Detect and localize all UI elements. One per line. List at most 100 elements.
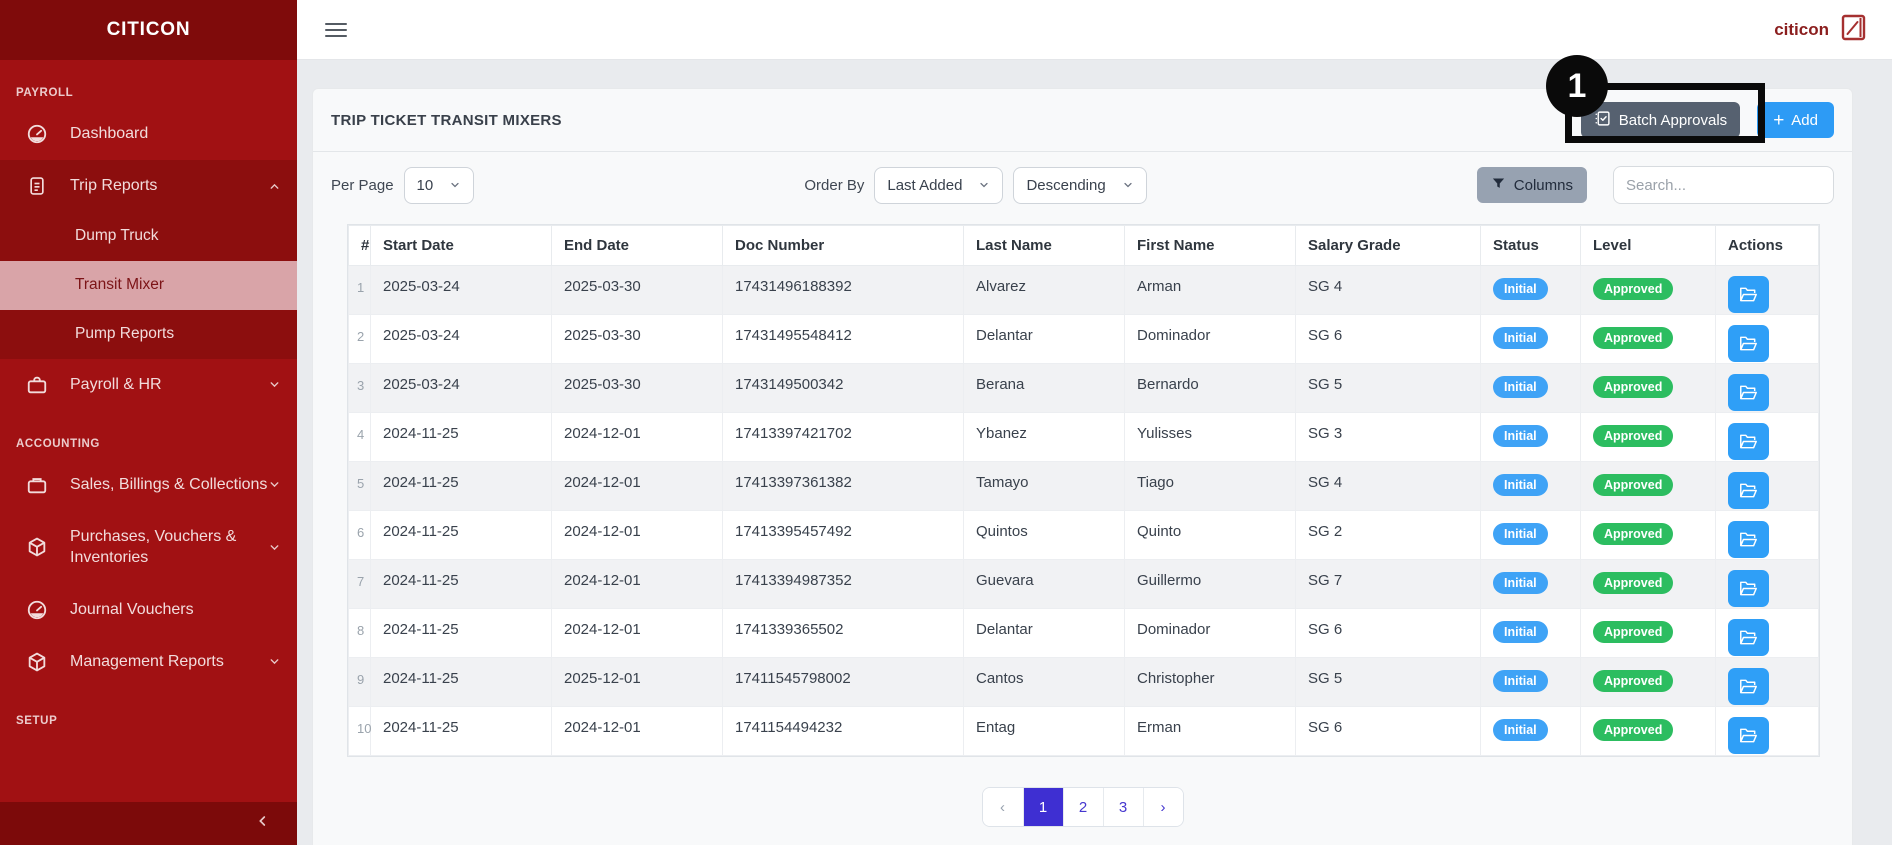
sidebar-item-dashboard[interactable]: Dashboard: [0, 108, 297, 160]
cube-icon: [26, 651, 48, 673]
checklist-icon: [1594, 110, 1611, 131]
chevron-left-icon: ‹: [1000, 798, 1005, 816]
cell-first-name: Erman: [1124, 706, 1296, 756]
chevron-down-icon: [449, 179, 461, 191]
card-header: TRIP TICKET TRANSIT MIXERS Batch Approva…: [313, 89, 1852, 152]
sidebar-item-dump-truck[interactable]: Dump Truck: [75, 227, 159, 244]
sidebar-item-journal-vouchers[interactable]: Journal Vouchers: [0, 584, 297, 636]
order-by-select[interactable]: Last Added: [874, 166, 1004, 204]
folder-open-icon: [1740, 728, 1757, 743]
open-record-button[interactable]: [1728, 570, 1769, 607]
cell-start-date: 2024-11-25: [370, 657, 552, 707]
header-actions: Batch Approvals + Add: [1580, 102, 1834, 138]
cell-end-date: 2025-03-30: [551, 265, 723, 315]
batch-approvals-button[interactable]: Batch Approvals: [1580, 102, 1741, 138]
content-area: TRIP TICKET TRANSIT MIXERS Batch Approva…: [297, 60, 1892, 845]
status-badge: Initial: [1493, 327, 1548, 349]
open-record-button[interactable]: [1728, 619, 1769, 656]
columns-button[interactable]: Columns: [1476, 167, 1587, 203]
cube-icon: [26, 536, 48, 558]
sidebar-item-management-reports[interactable]: Management Reports: [0, 636, 297, 688]
open-record-button[interactable]: [1728, 276, 1769, 313]
column-header: Actions: [1715, 225, 1819, 266]
cell-end-date: 2024-12-01: [551, 412, 723, 462]
folder-open-icon: [1740, 385, 1757, 400]
cell-doc-number: 1741154494232: [722, 706, 964, 756]
column-header: Doc Number: [722, 225, 964, 266]
cell-salary-grade: SG 7: [1295, 559, 1481, 609]
open-record-button[interactable]: [1728, 521, 1769, 558]
cell-end-date: 2025-03-30: [551, 363, 723, 413]
menu-toggle-button[interactable]: [325, 19, 347, 41]
cell-last-name: Cantos: [963, 657, 1125, 707]
cell-start-date: 2024-11-25: [370, 461, 552, 511]
folder-open-icon: [1740, 679, 1757, 694]
app-logo: CITICON: [0, 0, 297, 60]
pagination-page-3[interactable]: 3: [1102, 788, 1143, 826]
folder-open-icon: [1740, 581, 1757, 596]
annotation-step-badge: 1: [1546, 55, 1608, 117]
sidebar-collapse-button[interactable]: [0, 802, 297, 845]
cell-start-date: 2024-11-25: [370, 706, 552, 756]
pagination-prev-button[interactable]: ‹: [982, 788, 1023, 826]
open-record-button[interactable]: [1728, 472, 1769, 509]
sidebar-item-sales-billings[interactable]: Sales, Billings & Collections: [0, 459, 297, 511]
pagination-page-2[interactable]: 2: [1062, 788, 1103, 826]
cell-last-name: Tamayo: [963, 461, 1125, 511]
sidebar-item-payroll-hr[interactable]: Payroll & HR: [0, 359, 297, 411]
cell-first-name: Dominador: [1124, 314, 1296, 364]
cell-salary-grade: SG 6: [1295, 608, 1481, 658]
open-record-button[interactable]: [1728, 325, 1769, 362]
sidebar-item-purchases-vouchers[interactable]: Purchases, Vouchers & Inventories: [0, 511, 297, 584]
cell-first-name: Dominador: [1124, 608, 1296, 658]
table-row: 4 2024-11-25 2024-12-01 17413397421702 Ybane…: [348, 412, 1819, 462]
sidebar-item-label: Dashboard: [70, 125, 149, 143]
open-record-button[interactable]: [1728, 717, 1769, 754]
topbar: citicon: [297, 0, 1892, 60]
folder-open-icon: [1740, 630, 1757, 645]
level-badge: Approved: [1593, 719, 1674, 741]
cell-first-name: Christopher: [1124, 657, 1296, 707]
level-badge: Approved: [1593, 621, 1674, 643]
folder-open-icon: [1740, 287, 1757, 302]
row-number: 4: [348, 412, 371, 462]
sidebar-item-trip-reports[interactable]: Trip Reports: [0, 160, 297, 212]
per-page-group: Per Page 10: [331, 166, 475, 204]
cell-first-name: Arman: [1124, 265, 1296, 315]
user-menu[interactable]: citicon: [1774, 14, 1868, 46]
pagination-page-1[interactable]: 1: [1022, 788, 1063, 826]
table-row: 10 2024-11-25 2024-12-01 1741154494232 Entag…: [348, 706, 1819, 756]
status-badge: Initial: [1493, 719, 1548, 741]
pagination-next-button[interactable]: ›: [1142, 788, 1183, 826]
column-header: Start Date: [370, 225, 552, 266]
direction-select[interactable]: Descending: [1013, 166, 1147, 204]
cell-start-date: 2024-11-25: [370, 412, 552, 462]
row-number: 9: [348, 657, 371, 707]
cell-first-name: Quinto: [1124, 510, 1296, 560]
per-page-select[interactable]: 10: [403, 166, 475, 204]
batch-approvals-label: Batch Approvals: [1618, 111, 1728, 129]
main-area: citicon TRIP TICKET TRANSIT MIXERS Batch: [297, 0, 1892, 845]
filter-row: Per Page 10 Order By Last Added: [313, 152, 1852, 216]
company-logo-icon: [1841, 14, 1868, 46]
gauge-icon: [26, 599, 48, 621]
open-record-button[interactable]: [1728, 374, 1769, 411]
add-button[interactable]: + Add: [1757, 102, 1834, 138]
sidebar-item-transit-mixer[interactable]: Transit Mixer: [0, 260, 297, 310]
sidebar-item-pump-reports[interactable]: Pump Reports: [75, 324, 175, 342]
cell-end-date: 2024-12-01: [551, 510, 723, 560]
search-input[interactable]: [1612, 166, 1834, 204]
level-badge: Approved: [1593, 474, 1674, 496]
open-record-button[interactable]: [1728, 423, 1769, 460]
sidebar-item-label: Journal Vouchers: [70, 601, 194, 619]
level-badge: Approved: [1593, 278, 1674, 300]
cell-last-name: Guevara: [963, 559, 1125, 609]
row-number: 1: [348, 265, 371, 315]
chevron-right-icon: ›: [1160, 798, 1166, 816]
folder-open-icon: [1740, 336, 1757, 351]
column-header: Salary Grade: [1295, 225, 1481, 266]
cell-start-date: 2024-11-25: [370, 608, 552, 658]
column-header: End Date: [551, 225, 723, 266]
sidebar-item-label: Trip Reports: [70, 177, 158, 195]
open-record-button[interactable]: [1728, 668, 1769, 705]
